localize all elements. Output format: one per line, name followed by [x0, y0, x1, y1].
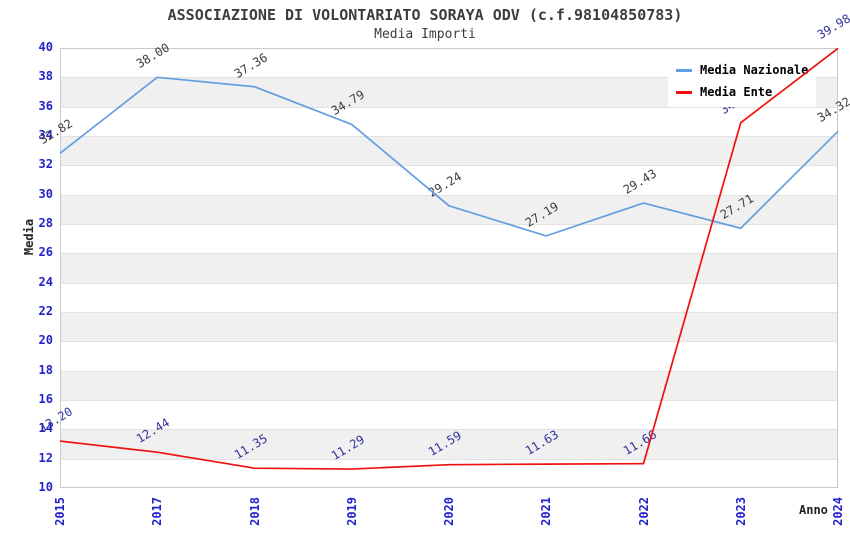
- y-tick-label: 28: [38, 216, 53, 230]
- gridline: [61, 429, 837, 431]
- grid-band: [61, 312, 837, 342]
- grid-band: [61, 370, 837, 400]
- gridline: [61, 458, 837, 460]
- gridline: [61, 253, 837, 255]
- gridline: [61, 136, 837, 137]
- gridline: [61, 312, 837, 313]
- legend-swatch-line: [676, 90, 692, 94]
- legend-item[interactable]: Media Ente: [668, 81, 816, 103]
- y-tick-label: 34: [38, 128, 53, 142]
- plot-area: [60, 48, 838, 488]
- legend-label: Media Nazionale: [700, 63, 809, 77]
- x-tick-label: 2015: [53, 497, 67, 526]
- x-tick-label: 2019: [344, 497, 359, 526]
- legend-swatch-line: [676, 68, 692, 72]
- y-tick-label: 24: [38, 274, 53, 289]
- gridline: [61, 400, 837, 401]
- x-tick-label: 2020: [442, 497, 456, 526]
- y-tick-label: 14: [38, 421, 53, 436]
- x-tick-label: 2022: [636, 497, 651, 526]
- y-tick-label: 12: [38, 450, 53, 465]
- x-tick-label: 2024: [831, 497, 845, 526]
- legend: Media Nazionale Media Ente: [668, 56, 816, 107]
- chart-subtitle: Media Importi: [374, 27, 476, 42]
- y-tick-label: 38: [38, 69, 53, 84]
- gridline: [61, 341, 837, 343]
- y-tick-label: 10: [38, 480, 53, 494]
- y-tick-label: 40: [38, 40, 53, 54]
- x-tick-label: 2018: [247, 497, 262, 526]
- legend-label: Media Ente: [700, 85, 773, 99]
- gridline: [61, 370, 837, 372]
- y-tick-label: 18: [38, 362, 53, 377]
- legend-item[interactable]: Media Nazionale: [668, 59, 816, 81]
- gridline: [61, 165, 837, 167]
- x-tick-label: 2021: [539, 497, 554, 526]
- y-tick-label: 16: [38, 392, 53, 406]
- y-tick-label: 32: [38, 157, 53, 172]
- x-tick-label: 2023: [733, 497, 748, 526]
- gridline: [61, 194, 837, 196]
- y-tick-label: 22: [38, 304, 53, 318]
- x-axis-title: Anno: [799, 503, 828, 517]
- y-tick-label: 30: [38, 186, 53, 201]
- y-tick-label: 26: [38, 245, 53, 260]
- grid-band: [61, 253, 837, 283]
- chart-title: ASSOCIAZIONE DI VOLONTARIATO SORAYA ODV …: [167, 6, 683, 24]
- y-tick-label: 36: [38, 98, 53, 113]
- gridline: [61, 282, 837, 284]
- y-tick-label: 20: [38, 333, 53, 348]
- x-tick-label: 2017: [150, 497, 165, 526]
- grid-band: [61, 136, 837, 166]
- gridline: [61, 224, 837, 225]
